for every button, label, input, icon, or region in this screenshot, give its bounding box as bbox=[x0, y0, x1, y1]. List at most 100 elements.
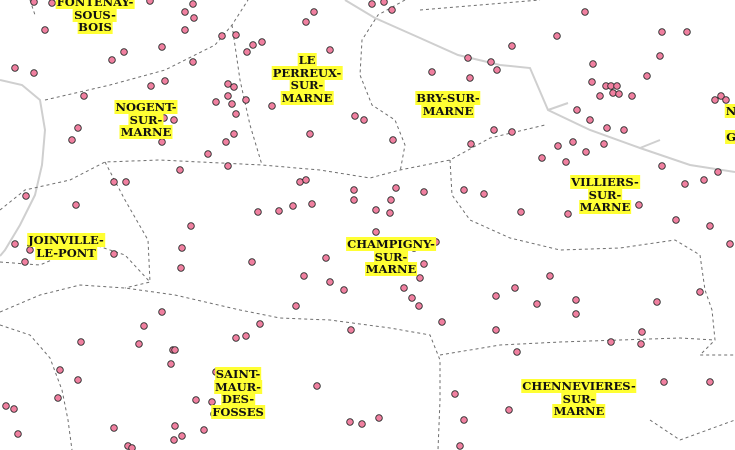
point-marker[interactable] bbox=[586, 116, 594, 124]
point-marker[interactable] bbox=[224, 162, 232, 170]
point-marker[interactable] bbox=[368, 0, 376, 8]
point-marker[interactable] bbox=[609, 89, 617, 97]
point-marker[interactable] bbox=[582, 148, 590, 156]
point-marker[interactable] bbox=[41, 26, 49, 34]
point-marker[interactable] bbox=[347, 326, 355, 334]
point-marker[interactable] bbox=[508, 42, 516, 50]
point-marker[interactable] bbox=[230, 130, 238, 138]
point-marker[interactable] bbox=[178, 432, 186, 440]
point-marker[interactable] bbox=[392, 184, 400, 192]
point-marker[interactable] bbox=[302, 18, 310, 26]
point-marker[interactable] bbox=[128, 444, 136, 450]
point-marker[interactable] bbox=[467, 140, 475, 148]
point-marker[interactable] bbox=[492, 326, 500, 334]
point-marker[interactable] bbox=[451, 390, 459, 398]
point-marker[interactable] bbox=[416, 274, 424, 282]
point-marker[interactable] bbox=[428, 68, 436, 76]
point-marker[interactable] bbox=[408, 294, 416, 302]
point-marker[interactable] bbox=[706, 222, 714, 230]
point-marker[interactable] bbox=[620, 126, 628, 134]
point-marker[interactable] bbox=[538, 154, 546, 162]
point-marker[interactable] bbox=[10, 405, 18, 413]
point-marker[interactable] bbox=[572, 296, 580, 304]
point-marker[interactable] bbox=[68, 136, 76, 144]
point-marker[interactable] bbox=[660, 378, 668, 386]
point-marker[interactable] bbox=[389, 136, 397, 144]
point-marker[interactable] bbox=[21, 258, 29, 266]
point-marker[interactable] bbox=[420, 260, 428, 268]
point-marker[interactable] bbox=[569, 138, 577, 146]
point-marker[interactable] bbox=[171, 346, 179, 354]
point-marker[interactable] bbox=[310, 8, 318, 16]
point-marker[interactable] bbox=[372, 228, 380, 236]
point-marker[interactable] bbox=[120, 48, 128, 56]
point-marker[interactable] bbox=[254, 208, 262, 216]
point-marker[interactable] bbox=[533, 300, 541, 308]
point-marker[interactable] bbox=[242, 96, 250, 104]
point-marker[interactable] bbox=[192, 396, 200, 404]
point-marker[interactable] bbox=[672, 216, 680, 224]
point-marker[interactable] bbox=[11, 240, 19, 248]
point-marker[interactable] bbox=[607, 338, 615, 346]
point-marker[interactable] bbox=[135, 340, 143, 348]
point-marker[interactable] bbox=[600, 140, 608, 148]
point-marker[interactable] bbox=[77, 338, 85, 346]
point-marker[interactable] bbox=[466, 74, 474, 82]
point-marker[interactable] bbox=[517, 208, 525, 216]
point-marker[interactable] bbox=[508, 128, 516, 136]
point-marker[interactable] bbox=[464, 54, 472, 62]
point-marker[interactable] bbox=[656, 52, 664, 60]
point-marker[interactable] bbox=[177, 264, 185, 272]
point-marker[interactable] bbox=[224, 92, 232, 100]
point-marker[interactable] bbox=[110, 178, 118, 186]
point-marker[interactable] bbox=[158, 308, 166, 316]
point-marker[interactable] bbox=[302, 176, 310, 184]
point-marker[interactable] bbox=[613, 82, 621, 90]
point-marker[interactable] bbox=[350, 186, 358, 194]
point-marker[interactable] bbox=[554, 142, 562, 150]
point-marker[interactable] bbox=[212, 98, 220, 106]
point-marker[interactable] bbox=[706, 378, 714, 386]
point-marker[interactable] bbox=[289, 202, 297, 210]
point-marker[interactable] bbox=[653, 298, 661, 306]
point-marker[interactable] bbox=[224, 80, 232, 88]
point-marker[interactable] bbox=[643, 72, 651, 80]
point-marker[interactable] bbox=[700, 176, 708, 184]
point-marker[interactable] bbox=[242, 332, 250, 340]
point-marker[interactable] bbox=[596, 92, 604, 100]
point-marker[interactable] bbox=[717, 92, 725, 100]
point-marker[interactable] bbox=[438, 318, 446, 326]
point-marker[interactable] bbox=[11, 64, 19, 72]
point-marker[interactable] bbox=[300, 272, 308, 280]
point-marker[interactable] bbox=[588, 78, 596, 86]
point-marker[interactable] bbox=[22, 192, 30, 200]
point-marker[interactable] bbox=[292, 302, 300, 310]
point-marker[interactable] bbox=[513, 348, 521, 356]
point-marker[interactable] bbox=[72, 201, 80, 209]
point-marker[interactable] bbox=[56, 366, 64, 374]
point-marker[interactable] bbox=[189, 0, 197, 8]
point-marker[interactable] bbox=[553, 32, 561, 40]
point-marker[interactable] bbox=[249, 41, 257, 49]
point-marker[interactable] bbox=[158, 138, 166, 146]
point-marker[interactable] bbox=[326, 46, 334, 54]
point-marker[interactable] bbox=[14, 430, 22, 438]
point-marker[interactable] bbox=[505, 406, 513, 414]
point-marker[interactable] bbox=[603, 124, 611, 132]
point-marker[interactable] bbox=[681, 180, 689, 188]
point-marker[interactable] bbox=[190, 14, 198, 22]
point-marker[interactable] bbox=[490, 126, 498, 134]
point-marker[interactable] bbox=[178, 244, 186, 252]
point-marker[interactable] bbox=[181, 8, 189, 16]
point-marker[interactable] bbox=[248, 258, 256, 266]
point-marker[interactable] bbox=[256, 320, 264, 328]
point-marker[interactable] bbox=[658, 162, 666, 170]
point-marker[interactable] bbox=[658, 28, 666, 36]
point-marker[interactable] bbox=[635, 201, 643, 209]
point-marker[interactable] bbox=[493, 66, 501, 74]
point-marker[interactable] bbox=[573, 106, 581, 114]
point-marker[interactable] bbox=[562, 158, 570, 166]
point-marker[interactable] bbox=[170, 436, 178, 444]
point-marker[interactable] bbox=[380, 0, 388, 6]
point-marker[interactable] bbox=[243, 48, 251, 56]
